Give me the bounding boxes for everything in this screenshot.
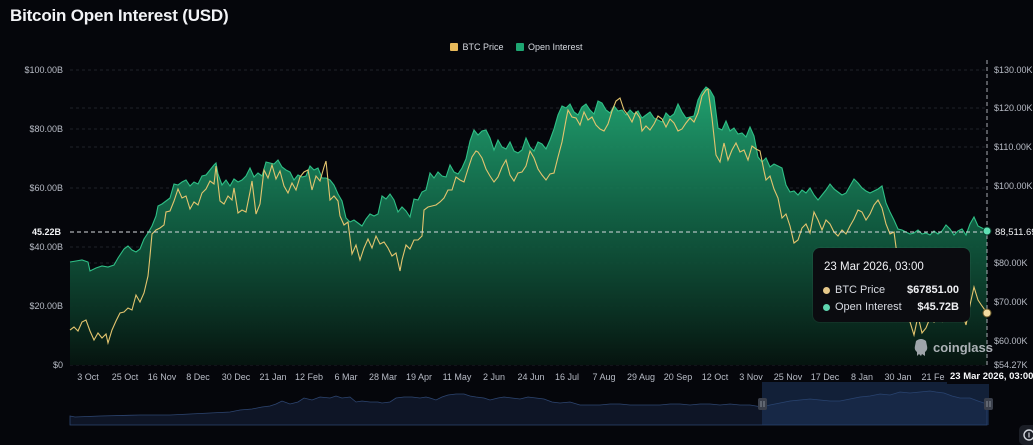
x-tick: 24 Jun xyxy=(517,372,544,382)
y-axis-right: $130.00K $120.00K $110.00K $100.00K $80.… xyxy=(994,65,1033,370)
x-tick: 25 Nov xyxy=(774,372,803,382)
y-tick-right: $80.00K xyxy=(994,258,1028,268)
coinglass-logo-icon xyxy=(914,339,928,356)
tooltip-row-btc-price: BTC Price $67851.00 xyxy=(823,284,959,296)
x-tick: 6 Mar xyxy=(334,372,357,382)
legend-item-open-interest[interactable]: Open Interest xyxy=(515,42,583,52)
navigator-selected-range[interactable] xyxy=(762,382,989,425)
y-tick-right: $110.00K xyxy=(994,142,1032,152)
open-interest-swatch-icon xyxy=(515,43,524,51)
x-tick: 12 Oct xyxy=(702,372,729,382)
y-tick-right: $60.00K xyxy=(994,336,1028,346)
x-tick: 2 Jun xyxy=(483,372,505,382)
btc-price-line xyxy=(69,88,988,346)
legend-item-btc-price[interactable]: BTC Price xyxy=(450,42,503,52)
tooltip-row-open-interest: Open Interest $45.72B xyxy=(823,301,959,313)
x-tick: 21 Fe xyxy=(921,372,944,382)
y-tick-left: $0 xyxy=(53,360,63,370)
x-tick: 11 May xyxy=(443,372,472,382)
y-tick-right: $54.27K xyxy=(994,360,1028,370)
y-tick-left: $100.00B xyxy=(24,65,63,75)
crosshair-left-value: 45.22B xyxy=(28,226,66,239)
x-tick: 17 Dec xyxy=(811,372,840,382)
x-tick: 30 Dec xyxy=(222,372,251,382)
watermark: coinglass xyxy=(912,337,993,357)
chart-title: Bitcoin Open Interest (USD) xyxy=(10,6,229,25)
y-tick-right: $100.00K xyxy=(994,181,1033,191)
x-tick: 29 Aug xyxy=(627,372,655,382)
legend-label: Open Interest xyxy=(527,42,583,52)
open-interest-point-icon xyxy=(982,226,992,236)
tooltip-value: $45.72B xyxy=(917,301,959,313)
x-tick: 7 Aug xyxy=(592,372,615,382)
x-axis: 3 Oct 25 Oct 16 Nov 8 Dec 30 Dec 21 Jan … xyxy=(77,372,944,382)
btc-price-point-icon xyxy=(982,308,992,318)
x-tick: 3 Oct xyxy=(77,372,99,382)
y-axis-left: $100.00B $80.00B $60.00B $40.00B $20.00B… xyxy=(24,65,63,370)
tooltip-date: 23 Mar 2026, 03:00 xyxy=(824,261,924,273)
x-tick: 30 Jan xyxy=(884,372,911,382)
x-tick: 16 Nov xyxy=(148,372,177,382)
y-tick-left: $60.00B xyxy=(29,183,63,193)
x-tick: 12 Feb xyxy=(295,372,323,382)
y-tick-right: $70.00K xyxy=(994,297,1028,307)
crosshair-right-value: 88,511.69 xyxy=(993,226,1033,239)
y-tick-right: $130.00K xyxy=(994,65,1033,75)
tooltip: 23 Mar 2026, 03:00 BTC Price $67851.00 O… xyxy=(813,248,970,322)
btc-price-swatch-icon xyxy=(450,43,459,51)
open-interest-line xyxy=(69,86,988,272)
navigator-area xyxy=(69,390,988,426)
x-tick: 8 Jan xyxy=(851,372,873,382)
x-tick: 19 Apr xyxy=(406,372,432,382)
x-tick: 8 Dec xyxy=(186,372,210,382)
tooltip-value: $67851.00 xyxy=(907,284,959,296)
x-tick: 21 Jan xyxy=(259,372,286,382)
x-tick: 3 Nov xyxy=(739,372,763,382)
crosshair-date-label: 23 Mar 2026, 03:00 xyxy=(947,370,1033,384)
legend: BTC Price Open Interest xyxy=(0,42,1033,53)
x-tick: 25 Oct xyxy=(112,372,139,382)
y-tick-right: $120.00K xyxy=(994,103,1033,113)
drag-handle-icon[interactable] xyxy=(758,398,767,410)
range-navigator[interactable] xyxy=(69,382,993,426)
y-tick-left: $20.00B xyxy=(29,301,63,311)
tooltip-label: BTC Price xyxy=(835,284,886,296)
legend-label: BTC Price xyxy=(462,42,504,52)
x-tick: 20 Sep xyxy=(664,372,693,382)
btc-price-dot-icon xyxy=(823,286,830,294)
drag-handle-icon[interactable] xyxy=(984,398,993,410)
settings-icon xyxy=(1023,429,1033,441)
x-tick: 28 Mar xyxy=(369,372,397,382)
settings-button[interactable] xyxy=(1019,425,1033,445)
y-tick-left: $40.00B xyxy=(29,242,63,252)
watermark-text: coinglass xyxy=(933,339,993,355)
tooltip-label: Open Interest xyxy=(835,301,902,313)
y-tick-left: $80.00B xyxy=(29,124,63,134)
open-interest-dot-icon xyxy=(823,303,830,311)
x-tick: 16 Jul xyxy=(555,372,579,382)
